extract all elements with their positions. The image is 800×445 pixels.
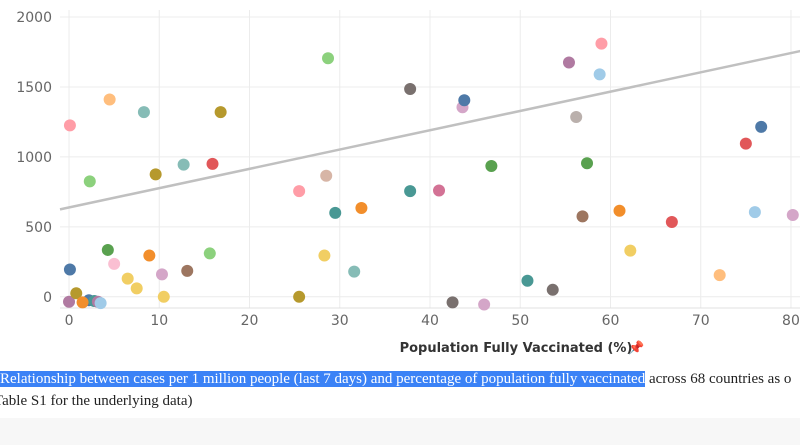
x-tick-label: 60 <box>602 313 620 329</box>
data-point[interactable] <box>348 265 361 278</box>
caption-rest: across 68 countries as o <box>645 371 792 387</box>
data-point[interactable] <box>595 37 608 50</box>
data-point[interactable] <box>458 94 471 107</box>
data-point[interactable] <box>433 184 446 197</box>
data-point[interactable] <box>355 201 368 214</box>
data-point[interactable] <box>485 159 498 172</box>
data-point[interactable] <box>593 68 606 81</box>
data-point[interactable] <box>108 257 121 270</box>
data-point[interactable] <box>121 272 134 285</box>
data-point[interactable] <box>293 290 306 303</box>
x-tick-label: 80 <box>782 313 800 329</box>
data-point[interactable] <box>320 169 333 182</box>
data-point[interactable] <box>318 249 331 262</box>
y-tick-label: 2000 <box>16 10 52 26</box>
y-tick-label: 1000 <box>16 150 52 166</box>
data-point[interactable] <box>177 158 190 171</box>
x-tick-label: 70 <box>692 313 710 329</box>
data-point[interactable] <box>76 296 89 309</box>
data-point[interactable] <box>63 119 76 132</box>
data-point[interactable] <box>713 269 726 282</box>
data-point[interactable] <box>155 268 168 281</box>
data-point[interactable] <box>206 157 219 170</box>
tick-labels: 0 10 20 30 40 50 60 70 80 0 500 1000 1500 2000 <box>16 10 800 329</box>
data-point[interactable] <box>157 290 170 303</box>
data-point[interactable] <box>293 185 306 198</box>
data-point[interactable] <box>143 249 156 262</box>
chart-svg: 0 10 20 30 40 50 60 70 80 0 500 1000 1500 2000 Popula… <box>16 10 800 356</box>
figure-caption: Relationship between cases per 1 million… <box>0 369 800 390</box>
data-point[interactable] <box>404 83 417 96</box>
x-tick-label: 50 <box>511 313 529 329</box>
y-tick-label: 500 <box>25 220 52 236</box>
data-point[interactable] <box>83 175 96 188</box>
data-point[interactable] <box>755 120 768 133</box>
x-tick-label: 30 <box>331 313 349 329</box>
data-point[interactable] <box>739 137 752 150</box>
trendline <box>59 49 800 211</box>
data-point[interactable] <box>624 244 637 257</box>
data-point[interactable] <box>446 296 459 309</box>
caption-highlighted: Relationship between cases per 1 million… <box>0 371 646 387</box>
data-point[interactable] <box>665 215 678 228</box>
data-point[interactable] <box>181 264 194 277</box>
data-point[interactable] <box>322 52 335 65</box>
page-footer-band <box>0 418 800 445</box>
x-tick-label: 20 <box>241 313 259 329</box>
data-point[interactable] <box>94 297 107 310</box>
x-axis-title: Population Fully Vaccinated (%) <box>400 341 633 356</box>
data-point[interactable] <box>478 298 491 311</box>
trendline-group <box>59 49 800 211</box>
data-point[interactable] <box>70 287 83 300</box>
data-point[interactable] <box>137 106 150 119</box>
data-point[interactable] <box>581 157 594 170</box>
data-point[interactable] <box>130 282 143 295</box>
x-tick-label: 40 <box>421 313 439 329</box>
data-point[interactable] <box>63 263 76 276</box>
data-point[interactable] <box>786 208 799 221</box>
pushpin-icon[interactable]: 📌 <box>628 339 644 356</box>
x-tick-label: 10 <box>150 313 168 329</box>
data-point[interactable] <box>613 204 626 217</box>
data-point[interactable] <box>404 185 417 198</box>
data-point[interactable] <box>546 283 559 296</box>
data-point[interactable] <box>329 206 342 219</box>
data-points <box>63 37 799 311</box>
gridlines <box>60 10 800 309</box>
data-point[interactable] <box>103 93 116 106</box>
data-point[interactable] <box>748 206 761 219</box>
data-point[interactable] <box>63 295 76 308</box>
data-point[interactable] <box>101 243 114 256</box>
data-point[interactable] <box>562 56 575 69</box>
data-point[interactable] <box>576 210 589 223</box>
scatter-chart: 0 10 20 30 40 50 60 70 80 0 500 1000 1500 2000 Popula… <box>16 10 800 356</box>
y-tick-label: 1500 <box>16 80 52 96</box>
data-point[interactable] <box>570 111 583 124</box>
data-point[interactable] <box>203 247 216 260</box>
caption-line-2: Table S1 for the underlying data) <box>0 393 193 409</box>
y-tick-label: 0 <box>43 290 52 306</box>
x-tick-label: 0 <box>65 313 74 329</box>
data-point[interactable] <box>149 168 162 181</box>
data-point[interactable] <box>214 106 227 119</box>
data-point[interactable] <box>521 274 534 287</box>
